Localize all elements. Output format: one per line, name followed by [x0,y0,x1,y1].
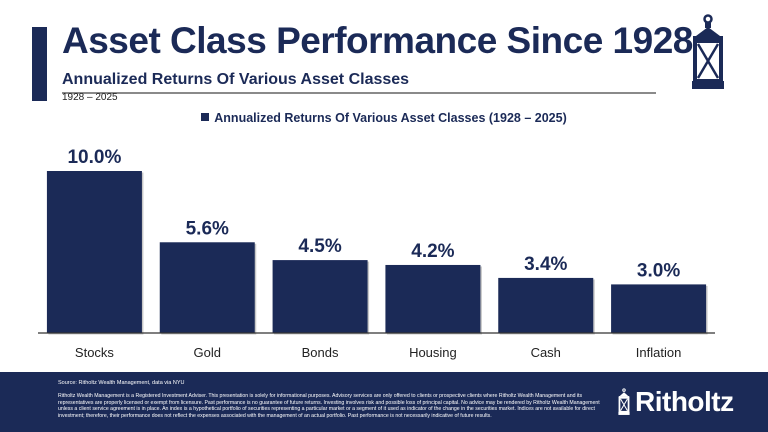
source-note: Source: Ritholtz Wealth Management, data… [58,380,185,386]
data-label: 4.2% [411,241,454,262]
legend-swatch [201,113,210,121]
data-label: 3.0% [637,260,680,281]
x-tick-label: Gold [194,345,221,360]
data-label: 5.6% [186,218,229,239]
chart-subtitle: Annualized Returns Of Various Asset Clas… [62,71,410,88]
data-label: 3.4% [524,254,567,275]
x-tick-label: Stocks [75,345,115,360]
chart-legend: Annualized Returns Of Various Asset Clas… [0,111,768,125]
x-tick-label: Bonds [302,345,339,360]
disclaimer: Ritholtz Wealth Management is a Register… [58,393,600,419]
page-title: Asset Class Performance Since 1928 [62,20,693,61]
date-range: 1928 – 2025 [62,92,118,103]
title-divider [62,92,656,94]
footer: Source: Ritholtz Wealth Management, data… [0,372,768,432]
data-label: 4.5% [298,236,341,257]
title-accent-bar [32,27,47,101]
legend-label: Annualized Returns Of Various Asset Clas… [214,111,567,125]
data-label: 10.0% [67,147,121,168]
brand-name: Ritholtz [635,386,734,417]
bar-inflation [611,284,707,333]
bar-bonds [272,260,368,333]
x-tick-label: Inflation [636,345,682,360]
brand-logo: Ritholtz [617,386,734,418]
x-tick-label: Housing [409,345,457,360]
bar-cash [498,277,594,333]
bar-gold [159,242,255,333]
x-tick-label: Cash [531,345,561,360]
bar-chart: 10.0% Stocks 5.6% Gold 4.5% Bonds 4.2% Housing 3… [38,147,715,360]
lantern-icon [692,14,724,89]
lantern-icon [618,388,630,415]
bar-housing [385,264,481,333]
bar-stocks [46,171,142,333]
